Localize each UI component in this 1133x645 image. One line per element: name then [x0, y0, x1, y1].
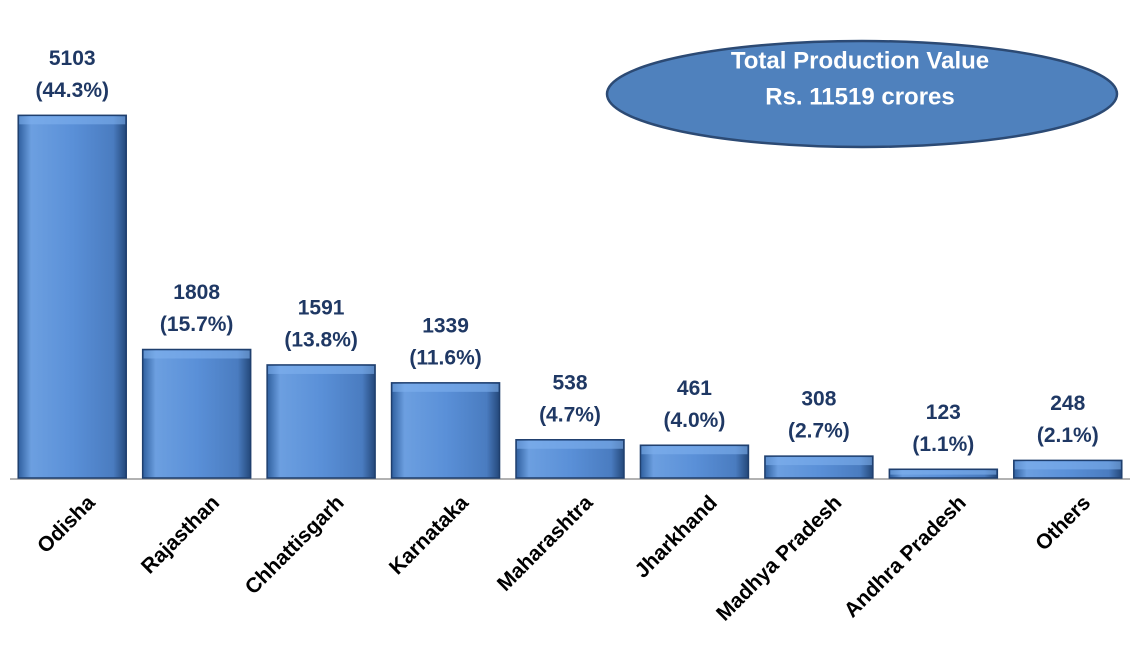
- share-label: (13.8%): [284, 328, 358, 351]
- bar-bevel: [268, 365, 375, 374]
- value-label: 1808: [173, 281, 220, 304]
- x-tick-label: Jharkhand: [631, 491, 722, 582]
- bar-bevel: [392, 383, 499, 392]
- share-label: (2.1%): [1037, 424, 1099, 447]
- bar-bevel: [890, 470, 997, 475]
- value-label: 461: [677, 377, 712, 400]
- x-tick-label: Karnataka: [385, 491, 473, 579]
- value-label: 308: [801, 388, 836, 411]
- share-label: (4.0%): [664, 409, 726, 432]
- share-label: (11.6%): [409, 346, 481, 369]
- bar-bevel: [517, 440, 623, 449]
- share-label: (44.3%): [35, 79, 109, 102]
- bar-bevel: [1014, 461, 1121, 470]
- value-label: 538: [552, 371, 587, 394]
- x-tick-label: Chhattisgarh: [241, 491, 349, 599]
- share-label: (4.7%): [539, 403, 601, 426]
- bar-bevel: [765, 457, 872, 466]
- bar-bevel: [143, 350, 250, 359]
- x-tick-label: Rajasthan: [137, 491, 224, 578]
- x-tick-label: Odisha: [33, 491, 100, 558]
- value-label: 123: [926, 401, 961, 424]
- x-tick-label: Others: [1031, 491, 1095, 555]
- bar-bevel: [641, 446, 748, 455]
- value-label: 248: [1050, 392, 1085, 415]
- bar-bevel: [19, 116, 126, 125]
- annotation-line: Rs. 11519 crores: [765, 83, 954, 110]
- annotation-line: Total Production Value: [731, 47, 989, 74]
- value-label: 1591: [298, 296, 345, 319]
- value-label: 1339: [422, 314, 469, 337]
- share-label: (15.7%): [160, 313, 234, 336]
- share-label: (1.1%): [912, 433, 974, 456]
- bar: [17, 114, 127, 479]
- bar: [141, 348, 252, 479]
- bar: [266, 364, 376, 479]
- annotation-shape: [605, 39, 1119, 149]
- x-tick-label: Maharashtra: [493, 491, 598, 596]
- share-label: (2.7%): [788, 420, 850, 443]
- value-label: 5103: [49, 47, 96, 70]
- x-tick-label: Madhya Pradesh: [712, 491, 846, 625]
- bar: [390, 382, 501, 479]
- x-tick-label: Andhra Pradesh: [840, 491, 971, 622]
